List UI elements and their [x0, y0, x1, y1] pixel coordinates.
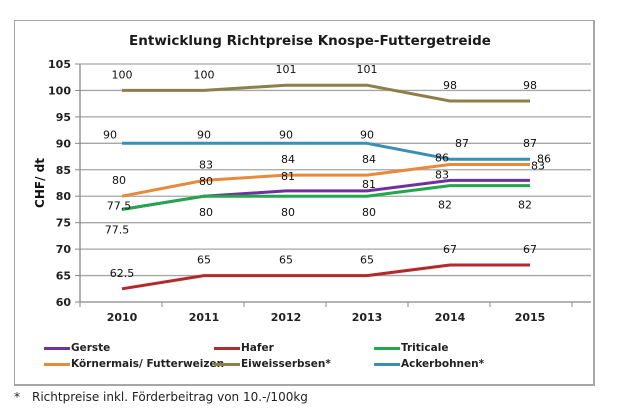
series-line-ackerbohnen	[122, 141, 530, 161]
y-axis-label: CHF/ dt	[33, 158, 47, 208]
legend-label: Eiweisserbsen*	[241, 358, 331, 370]
legend-label: Triticale	[401, 342, 449, 354]
data-label: 90	[279, 128, 293, 141]
chart-frame	[14, 20, 595, 386]
data-label: 83	[199, 158, 213, 171]
data-label: 98	[443, 79, 457, 92]
data-label: 100	[112, 68, 133, 81]
data-label: 87	[455, 137, 469, 150]
data-label: 87	[523, 137, 537, 150]
chart-title: Entwicklung Richtpreise Knospe-Futterget…	[129, 33, 491, 49]
y-tick-label: 60	[56, 296, 72, 309]
legend-item: Triticale	[374, 342, 448, 354]
footnote-marker: *	[14, 390, 20, 404]
legend-swatch	[214, 362, 240, 366]
data-label: 77.5	[107, 199, 132, 212]
footnote-text: Richtpreise inkl. Förderbeitrag von 10.-…	[32, 390, 308, 404]
legend-label: Körnermais/ Futterweizen	[71, 358, 225, 370]
data-label: 83	[531, 159, 545, 172]
data-label: 100	[194, 68, 215, 81]
x-tick-labels: 2010 2011 2012 2013 2014 2015	[107, 311, 546, 324]
x-tick-label: 2010	[107, 311, 138, 324]
data-label: 67	[443, 243, 457, 256]
legend-swatch	[374, 346, 400, 350]
data-label: 65	[279, 254, 293, 267]
legend-swatch	[374, 362, 400, 366]
y-tick-label: 70	[56, 243, 72, 256]
data-label: 67	[523, 243, 537, 256]
data-label: 62.5	[110, 267, 135, 280]
legend-item: Gerste	[44, 342, 110, 354]
gridlines	[80, 63, 591, 277]
y-tick-label: 95	[56, 111, 71, 124]
data-label: 82	[518, 199, 532, 212]
data-label: 80	[112, 174, 126, 187]
series-lines	[121, 83, 530, 291]
legend-label: Ackerbohnen*	[401, 358, 485, 370]
x-tick-label: 2012	[271, 311, 302, 324]
data-label: 81	[281, 170, 295, 183]
y-tick-labels: 60 65 70 75 80 85 90 95 100 105	[48, 58, 71, 309]
legend-label: Hafer	[241, 342, 274, 354]
data-label: 90	[360, 128, 374, 141]
data-labels: 100 100 101 101 98 98 90 90 90 90 87 87 80 83 84 84 86 86…	[103, 63, 551, 280]
legend-swatch	[44, 346, 70, 350]
footnote: * Richtpreise inkl. Förderbeitrag von 10.…	[14, 390, 308, 404]
y-tick-label: 100	[48, 84, 71, 97]
data-label: 86	[537, 152, 551, 165]
x-tick-label: 2011	[189, 311, 220, 324]
legend: Gerste Hafer Triticale Körnermais/ Futterwe…	[44, 342, 584, 378]
data-label: 81	[362, 178, 376, 191]
y-tick-label: 65	[56, 270, 71, 283]
data-label: 77.5	[105, 223, 130, 236]
legend-label: Gerste	[71, 342, 111, 354]
data-label: 90	[197, 128, 211, 141]
legend-item: Eiweisserbsen*	[214, 358, 331, 370]
series-line-hafer	[121, 263, 530, 291]
legend-item: Ackerbohnen*	[374, 358, 484, 370]
data-label: 90	[103, 128, 117, 141]
data-label: 80	[199, 175, 213, 188]
y-tick-label: 105	[48, 58, 71, 71]
x-tick-label: 2015	[515, 311, 546, 324]
y-tick-label: 90	[56, 137, 72, 150]
legend-item: Hafer	[214, 342, 274, 354]
data-label: 101	[276, 63, 297, 76]
y-tick-label: 75	[56, 217, 71, 230]
series-line-triticale	[121, 184, 530, 211]
data-label: 84	[362, 153, 376, 166]
legend-swatch	[44, 362, 70, 366]
data-label: 65	[360, 254, 374, 267]
data-label: 84	[281, 153, 295, 166]
y-tick-label: 80	[56, 190, 72, 203]
x-tick-label: 2013	[352, 311, 383, 324]
axes	[75, 63, 591, 307]
data-label: 98	[523, 79, 537, 92]
x-tick-label: 2014	[435, 311, 466, 324]
y-tick-label: 85	[56, 164, 71, 177]
data-label: 65	[197, 254, 211, 267]
series-line-eiweisserbsen	[122, 83, 530, 103]
data-label: 86	[435, 151, 449, 164]
data-label: 83	[435, 168, 449, 181]
data-label: 80	[281, 206, 295, 219]
data-label: 101	[357, 63, 378, 76]
data-label: 80	[362, 206, 376, 219]
legend-swatch	[214, 346, 240, 350]
data-label: 80	[199, 206, 213, 219]
data-label: 82	[438, 199, 452, 212]
series-line-k-rnermais-futterweizen	[121, 163, 530, 198]
legend-item: Körnermais/ Futterweizen	[44, 358, 224, 370]
